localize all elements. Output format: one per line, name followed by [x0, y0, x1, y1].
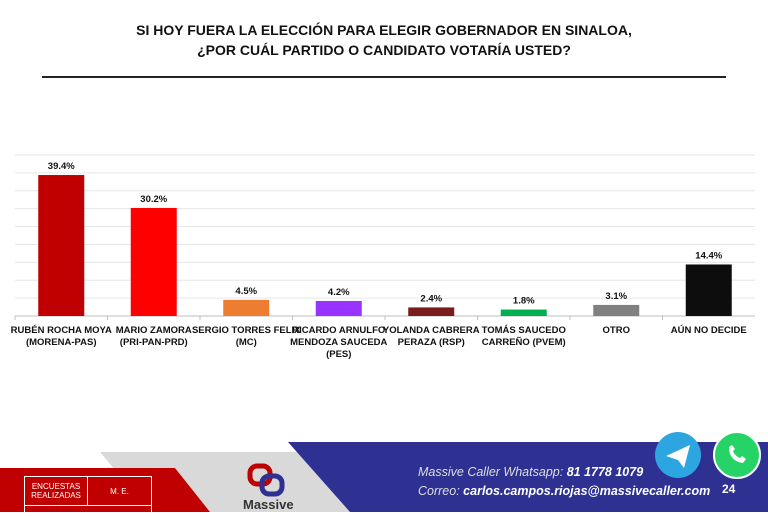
- email-address[interactable]: carlos.campos.riojas@massivecaller.com: [463, 484, 711, 498]
- email-label: Correo:: [418, 484, 460, 498]
- bar: [593, 304, 640, 316]
- x-tick-label: (MORENA-PAS): [26, 337, 97, 348]
- x-tick-label: (PES): [326, 349, 351, 360]
- x-tick-label: (MC): [236, 337, 257, 348]
- bar: [38, 175, 85, 316]
- footer-background: [0, 431, 768, 512]
- telegram-icon: [655, 432, 701, 478]
- data-label: 39.4%: [48, 161, 75, 172]
- massive-logo-icon: [247, 463, 285, 497]
- x-tick-label: YOLANDA CABRERA: [383, 325, 480, 336]
- email-contact: Correo: carlos.campos.riojas@massivecall…: [418, 484, 710, 498]
- x-tick-label: MARIO ZAMORA: [116, 325, 192, 336]
- bar: [685, 264, 732, 316]
- logo-text: Massive: [243, 497, 294, 512]
- bar: [408, 307, 455, 316]
- table-header-surveys: ENCUESTAS REALIZADAS: [25, 477, 88, 506]
- whatsapp-label: Massive Caller Whatsapp:: [418, 465, 564, 479]
- title-line-2: ¿POR CUÁL PARTIDO O CANDIDATO VOTARÍA US…: [197, 42, 571, 58]
- page-number: 24: [722, 482, 736, 496]
- data-label: 2.4%: [420, 293, 442, 304]
- title-line-1: SI HOY FUERA LA ELECCIÓN PARA ELEGIR GOB…: [136, 22, 632, 38]
- bar-chart: 39.4% RUBÉN ROCHA MOYA(MORENA-PAS) 30.2% MA…: [11, 154, 755, 360]
- x-tick-label: (PRI-PAN-PRD): [120, 337, 188, 348]
- whatsapp-number: 81 1778 1079: [566, 465, 644, 479]
- data-label: 1.8%: [513, 296, 535, 307]
- bar: [315, 300, 362, 316]
- title-divider: [42, 76, 726, 78]
- whatsapp-contact: Massive Caller Whatsapp: 81 1778 1079: [418, 465, 643, 479]
- x-tick-label: TOMÁS SAUCEDO: [482, 325, 566, 336]
- data-label: 14.4%: [695, 250, 722, 261]
- x-tick-label: MENDOZA SAUCEDA: [290, 337, 387, 348]
- data-label: 3.1%: [605, 291, 627, 302]
- x-tick-label: RUBÉN ROCHA MOYA: [11, 325, 112, 336]
- x-tick-label: PERAZA (RSP): [398, 337, 465, 348]
- data-label: 4.2%: [328, 287, 350, 298]
- bar: [130, 207, 177, 316]
- page-title: SI HOY FUERA LA ELECCIÓN PARA ELEGIR GOB…: [0, 20, 768, 60]
- x-tick-label: RICARDO ARNULFO: [292, 325, 385, 336]
- data-label: 30.2%: [140, 194, 167, 205]
- x-tick-label: SERGIO TORRES FELIX: [192, 325, 301, 336]
- table-header-margin: M. E.: [88, 477, 151, 506]
- data-label: 4.5%: [235, 286, 257, 297]
- bar: [223, 299, 270, 316]
- footer: ENCUESTAS REALIZADAS M. E.: [0, 430, 768, 518]
- whatsapp-icon: [713, 431, 761, 479]
- x-tick-label: AÚN NO DECIDE: [671, 324, 747, 336]
- x-tick-label: CARREÑO (PVEM): [482, 337, 566, 348]
- bar: [500, 309, 547, 316]
- x-tick-label: OTRO: [603, 325, 630, 336]
